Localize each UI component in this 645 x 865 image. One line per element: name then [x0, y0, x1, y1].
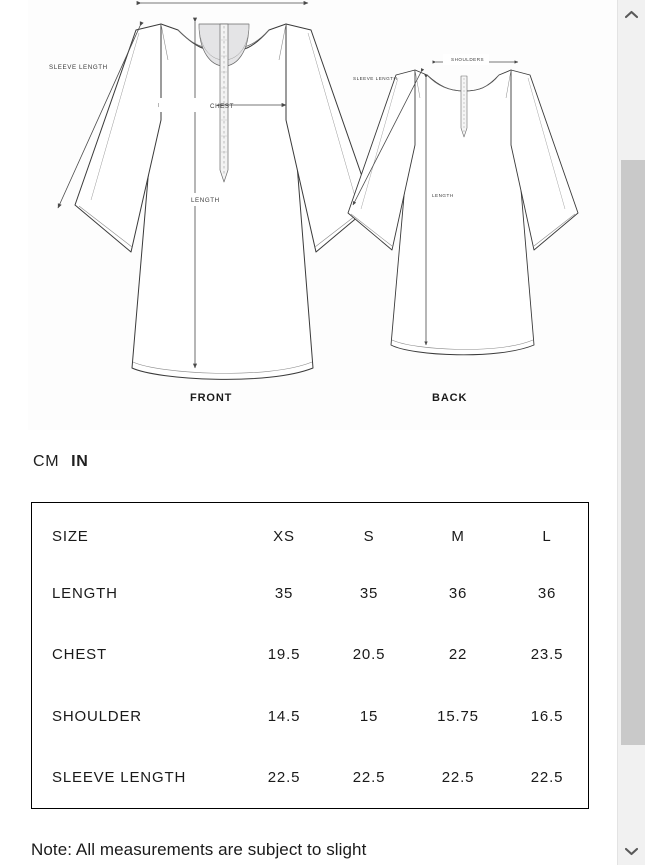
column-header-size: SIZE [52, 527, 89, 545]
cell-length-m: 36 [448, 585, 468, 603]
cell-shoulder-l: 16.5 [530, 707, 564, 725]
column-header-l: L [542, 527, 552, 545]
label-sleeve-length-front: SLEEVE LENGTH [49, 64, 108, 71]
row-label-chest: CHEST [52, 646, 107, 664]
unit-toggle[interactable]: CM IN [33, 453, 88, 471]
table-row: SLEEVE LENGTH 22.5 22.5 22.5 22.5 [32, 747, 590, 808]
vertical-scrollbar[interactable] [617, 0, 645, 865]
table-row: LENGTH 35 35 36 36 [32, 563, 590, 624]
label-sleeve-length-back: SLEEVE LENGTH [353, 76, 397, 81]
label-shoulders-back: SHOULDERS [451, 57, 484, 62]
table-row: CHEST 19.5 20.5 22 23.5 [32, 624, 590, 685]
cell-length-xs: 35 [274, 585, 294, 603]
table-row: SHOULDER 14.5 15 15.75 16.5 [32, 686, 590, 747]
unit-option-cm[interactable]: CM [33, 453, 60, 470]
label-chest-front: CHEST [210, 103, 234, 110]
cell-shoulder-xs: 14.5 [267, 707, 301, 725]
cell-chest-m: 22 [448, 646, 468, 664]
cell-length-l: 36 [537, 585, 557, 603]
front-view-caption: FRONT [190, 392, 233, 404]
page-content: CHEST LENGTH SLEEVE LENGTH SHOULDERS SLE… [28, 0, 617, 859]
cell-length-s: 35 [359, 585, 379, 603]
row-label-sleeve-length: SLEEVE LENGTH [52, 768, 187, 786]
cell-chest-xs: 19.5 [267, 646, 301, 664]
label-length-front: LENGTH [191, 197, 220, 204]
unit-option-in[interactable]: IN [71, 453, 89, 470]
cell-sleeve-length-xs: 22.5 [267, 768, 301, 786]
scrollbar-thumb[interactable] [621, 160, 645, 745]
cell-shoulder-s: 15 [359, 707, 379, 725]
column-header-s: S [363, 527, 375, 545]
cell-sleeve-length-s: 22.5 [352, 768, 386, 786]
garment-technical-drawing: CHEST LENGTH SLEEVE LENGTH SHOULDERS SLE… [49, 0, 579, 380]
back-view-figure [347, 69, 579, 356]
row-label-shoulder: SHOULDER [52, 707, 142, 725]
size-guide-illustration: CHEST LENGTH SLEEVE LENGTH SHOULDERS SLE… [28, 0, 617, 430]
chevron-down-icon [625, 847, 638, 856]
cell-sleeve-length-l: 22.5 [530, 768, 564, 786]
label-length-back: LENGTH [432, 193, 454, 198]
cell-chest-s: 20.5 [352, 646, 386, 664]
scroll-up-button[interactable] [618, 0, 645, 28]
column-header-m: M [451, 527, 465, 545]
row-label-length: LENGTH [52, 585, 118, 603]
back-view-caption: BACK [432, 392, 468, 404]
cell-shoulder-m: 15.75 [437, 707, 479, 725]
measurement-note: Note: All measurements are subject to sl… [31, 840, 367, 859]
size-chart-table: SIZE XS S M L LENGTH 35 35 36 36 CHEST 1 [32, 503, 590, 808]
chevron-up-icon [625, 10, 638, 19]
column-header-xs: XS [273, 527, 295, 545]
scroll-down-button[interactable] [618, 837, 645, 865]
cell-sleeve-length-m: 22.5 [441, 768, 475, 786]
cell-chest-l: 23.5 [530, 646, 564, 664]
table-header-row: SIZE XS S M L [32, 503, 590, 563]
size-chart-container: SIZE XS S M L LENGTH 35 35 36 36 CHEST 1 [31, 502, 589, 809]
